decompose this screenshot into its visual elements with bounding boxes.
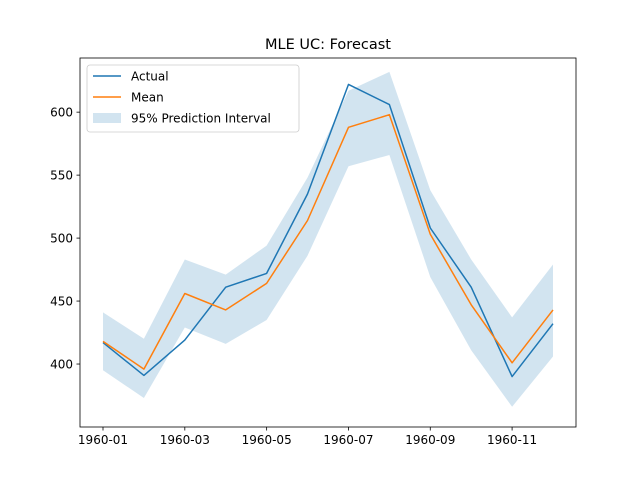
x-tick-label: 1960-03 [160,433,210,447]
y-tick-label: 600 [50,105,73,119]
legend-label: Mean [131,91,164,105]
prediction-interval-layer [103,71,553,407]
x-tick-label: 1960-11 [487,433,537,447]
legend-label: Actual [131,70,169,84]
series-line-actual [102,83,554,378]
prediction-interval-band [103,71,553,407]
legend: Actual Mean 95% Prediction Interval [86,64,300,133]
series-line-layer [102,83,554,378]
legend-label: 95% Prediction Interval [131,112,271,126]
y-tick-label: 550 [50,168,73,182]
y-tick-label: 400 [50,357,73,371]
series-line-mean [102,113,554,370]
x-tick-label: 1960-09 [405,433,455,447]
y-tick-label: 450 [50,294,73,308]
x-tick-label: 1960-01 [78,433,128,447]
axes-layer: 1960-01 1960-03 1960-05 1960-07 1960-09 1960-… [50,57,577,447]
x-tick-label: 1960-07 [323,433,373,447]
legend-swatch-interval [93,113,121,123]
chart-title: MLE UC: Forecast [265,37,391,53]
legend-box [86,64,300,133]
y-tick-label: 500 [50,231,73,245]
x-tick-label: 1960-05 [242,433,292,447]
plot-frame [79,57,577,428]
